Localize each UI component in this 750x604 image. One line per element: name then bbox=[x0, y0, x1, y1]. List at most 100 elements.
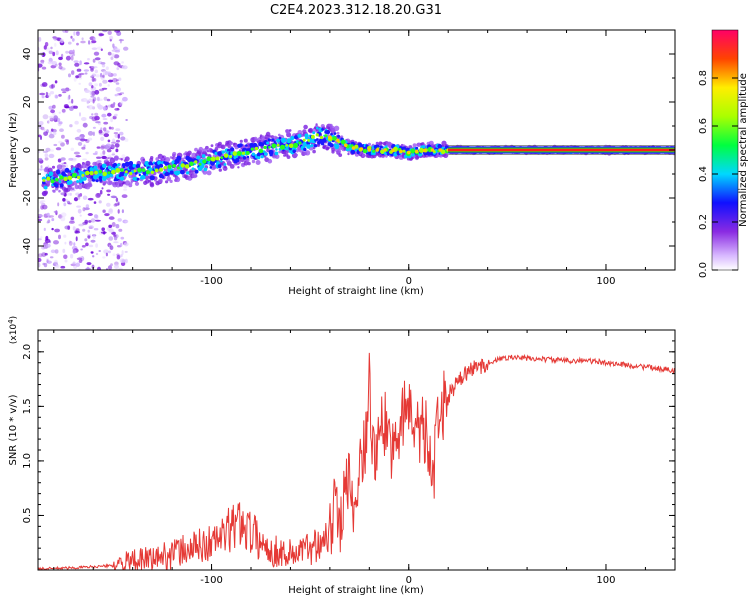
ridge-peak bbox=[111, 169, 116, 175]
ridge-core bbox=[169, 170, 174, 175]
ridge-peak bbox=[124, 170, 128, 174]
ridge-core bbox=[266, 141, 270, 145]
noise-speck bbox=[41, 245, 46, 250]
noise-speck bbox=[100, 72, 103, 78]
ridge-core bbox=[191, 167, 195, 171]
ridge-halo bbox=[202, 170, 208, 175]
noise-speck bbox=[101, 113, 107, 118]
noise-speck bbox=[53, 131, 57, 135]
ridge-halo bbox=[71, 187, 75, 190]
ridge-core bbox=[217, 151, 223, 156]
ridge-core bbox=[214, 151, 218, 156]
ridge-core bbox=[95, 179, 99, 183]
spectrogram-noise bbox=[38, 30, 129, 270]
noise-speck bbox=[75, 155, 82, 158]
snr-y-scale-label: (x104) bbox=[7, 316, 19, 344]
noise-speck bbox=[72, 249, 77, 254]
ridge-halo bbox=[336, 149, 342, 154]
noise-speck bbox=[98, 200, 102, 204]
ridge-core bbox=[141, 174, 146, 180]
ridge-core bbox=[290, 136, 295, 140]
noise-speck bbox=[73, 77, 77, 82]
noise-speck bbox=[107, 51, 112, 56]
noise-speck bbox=[96, 156, 102, 159]
ridge-peak bbox=[46, 176, 51, 181]
noise-speck bbox=[120, 254, 123, 258]
ridge-halo bbox=[154, 178, 157, 182]
noise-speck bbox=[110, 126, 114, 130]
noise-speck bbox=[99, 189, 103, 195]
noise-speck bbox=[87, 105, 94, 110]
noise-speck bbox=[75, 262, 81, 267]
colorbar-tick-label: 0.4 bbox=[698, 166, 709, 182]
noise-speck bbox=[49, 84, 55, 89]
noise-speck bbox=[98, 250, 101, 252]
ridge-core bbox=[116, 163, 121, 167]
noise-speck bbox=[76, 257, 83, 261]
noise-speck bbox=[124, 250, 128, 253]
ridge-halo bbox=[148, 179, 152, 183]
ridge-halo bbox=[110, 159, 114, 163]
ridge-core bbox=[210, 161, 215, 166]
noise-speck bbox=[49, 149, 54, 152]
ridge-halo bbox=[308, 129, 313, 134]
noise-speck bbox=[66, 192, 71, 196]
ridge-core bbox=[102, 163, 107, 169]
noise-speck bbox=[48, 115, 54, 119]
noise-speck bbox=[100, 136, 105, 141]
ridge-peak bbox=[55, 178, 59, 182]
noise-speck bbox=[75, 192, 81, 196]
snr-line-group bbox=[38, 352, 675, 570]
ridge-halo bbox=[245, 158, 250, 163]
noise-speck bbox=[94, 219, 101, 222]
ridge-peak bbox=[145, 170, 151, 175]
noise-speck bbox=[114, 49, 120, 53]
noise-speck bbox=[108, 236, 114, 241]
ridge-peak bbox=[263, 145, 267, 150]
noise-speck bbox=[123, 46, 129, 51]
noise-speck bbox=[113, 203, 118, 207]
noise-speck bbox=[96, 146, 101, 149]
ridge-halo bbox=[194, 174, 198, 178]
noise-speck bbox=[100, 144, 106, 149]
ridge-halo bbox=[274, 154, 280, 160]
noise-speck bbox=[54, 249, 59, 254]
ridge-peak bbox=[340, 139, 346, 145]
noise-speck bbox=[115, 113, 118, 117]
ridge-core bbox=[107, 165, 112, 170]
ridge-peak bbox=[206, 156, 212, 162]
ridge-core bbox=[313, 144, 318, 148]
noise-speck bbox=[88, 40, 91, 45]
ridge-core bbox=[294, 135, 298, 140]
noise-speck bbox=[101, 30, 108, 33]
ridge-halo bbox=[223, 165, 227, 169]
ridge-halo bbox=[213, 166, 216, 170]
ridge-halo bbox=[443, 152, 449, 158]
ridge-halo bbox=[295, 153, 298, 157]
noise-speck bbox=[77, 194, 81, 198]
noise-speck bbox=[74, 62, 80, 67]
noise-speck bbox=[60, 192, 65, 196]
noise-speck bbox=[124, 220, 129, 223]
ridge-core bbox=[132, 163, 137, 168]
noise-speck bbox=[121, 194, 128, 199]
noise-speck bbox=[102, 70, 108, 76]
noise-speck bbox=[95, 74, 101, 78]
noise-speck bbox=[106, 148, 112, 153]
noise-speck bbox=[72, 261, 76, 266]
ridge-core bbox=[149, 175, 155, 181]
ridge-core bbox=[159, 163, 164, 168]
noise-speck bbox=[98, 82, 102, 87]
noise-speck bbox=[102, 256, 106, 259]
noise-speck bbox=[115, 82, 120, 85]
noise-speck bbox=[102, 106, 107, 111]
ridge-peak bbox=[232, 151, 238, 156]
noise-speck bbox=[108, 250, 112, 254]
ridge-halo bbox=[378, 141, 383, 146]
noise-speck bbox=[100, 48, 103, 51]
ridge-core bbox=[196, 155, 201, 160]
noise-speck bbox=[38, 213, 43, 218]
noise-speck bbox=[84, 72, 88, 75]
ridge-halo bbox=[164, 157, 171, 163]
ridge-peak bbox=[407, 150, 411, 155]
